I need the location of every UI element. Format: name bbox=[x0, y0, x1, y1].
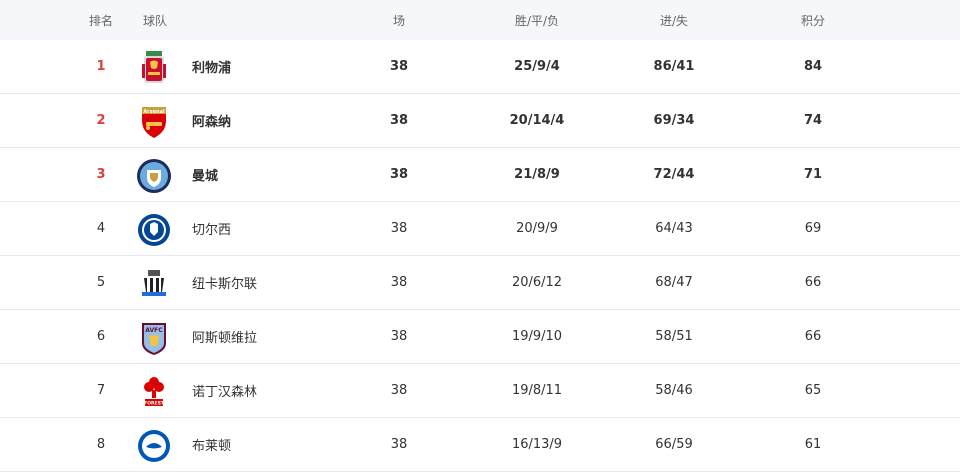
manchester-city-crest-icon bbox=[136, 158, 172, 194]
table-row[interactable]: 7 FOREST 诺丁汉森林 38 19/8/11 58/46 65 bbox=[0, 364, 960, 418]
team-name[interactable]: 阿森纳 bbox=[192, 115, 232, 130]
aston-villa-crest-icon: AVFC bbox=[136, 320, 172, 356]
team-name[interactable]: 切尔西 bbox=[192, 223, 232, 238]
rank-cell: 4 bbox=[96, 221, 106, 236]
goals-cell: 64/43 bbox=[655, 221, 693, 236]
header-points: 积分 bbox=[800, 13, 825, 28]
points-cell: 66 bbox=[804, 329, 822, 344]
rank-cell: 1 bbox=[96, 59, 106, 74]
points-cell: 61 bbox=[804, 437, 822, 452]
played-cell: 38 bbox=[390, 275, 408, 290]
table-header: 排名 球队 场 胜/平/负 进/失 积分 bbox=[0, 0, 960, 40]
header-rank: 排名 bbox=[88, 13, 113, 28]
newcastle-crest-icon bbox=[136, 266, 172, 302]
table-row[interactable]: 8 布莱顿 38 16/13/9 66/59 61 bbox=[0, 418, 960, 472]
goals-cell: 68/47 bbox=[655, 275, 693, 290]
wdl-cell: 19/8/11 bbox=[511, 383, 563, 398]
team-name[interactable]: 纽卡斯尔联 bbox=[192, 277, 258, 292]
table-row[interactable]: 6 AVFC 阿斯顿维拉 38 19/9/10 58/51 66 bbox=[0, 310, 960, 364]
arsenal-crest-icon: Arsenal bbox=[136, 104, 172, 140]
wdl-cell: 19/9/10 bbox=[511, 329, 563, 344]
points-cell: 69 bbox=[804, 221, 822, 236]
brighton-crest-icon bbox=[136, 428, 172, 464]
played-cell: 38 bbox=[389, 59, 409, 74]
goals-cell: 58/51 bbox=[655, 329, 693, 344]
goals-cell: 86/41 bbox=[653, 59, 695, 74]
rank-cell: 8 bbox=[96, 437, 106, 452]
wdl-cell: 20/14/4 bbox=[509, 113, 565, 128]
nottingham-forest-crest-icon: FOREST bbox=[136, 374, 172, 410]
played-cell: 38 bbox=[390, 329, 408, 344]
points-cell: 65 bbox=[804, 383, 822, 398]
liverpool-crest-icon bbox=[136, 50, 172, 86]
wdl-cell: 16/13/9 bbox=[511, 437, 563, 452]
rank-cell: 6 bbox=[96, 329, 106, 344]
rank-cell: 2 bbox=[96, 113, 106, 128]
rank-cell: 5 bbox=[96, 275, 106, 290]
played-cell: 38 bbox=[389, 113, 409, 128]
goals-cell: 66/59 bbox=[655, 437, 693, 452]
table-row[interactable]: 2 Arsenal 阿森纳 38 20/14/4 69/34 74 bbox=[0, 94, 960, 148]
table-row[interactable]: 4 切尔西 38 20/9/9 64/43 69 bbox=[0, 202, 960, 256]
chelsea-crest-icon bbox=[136, 212, 172, 248]
points-cell: 84 bbox=[803, 59, 823, 74]
played-cell: 38 bbox=[390, 383, 408, 398]
header-played: 场 bbox=[392, 13, 405, 28]
team-name[interactable]: 阿斯顿维拉 bbox=[192, 331, 258, 346]
header-wdl: 胜/平/负 bbox=[514, 13, 560, 28]
wdl-cell: 20/9/9 bbox=[516, 221, 558, 236]
header-goals: 进/失 bbox=[659, 13, 689, 28]
svg-text:FOREST: FOREST bbox=[144, 401, 165, 407]
wdl-cell: 25/9/4 bbox=[514, 59, 560, 74]
wdl-cell: 20/6/12 bbox=[511, 275, 563, 290]
goals-cell: 69/34 bbox=[653, 113, 695, 128]
wdl-cell: 21/8/9 bbox=[514, 167, 560, 182]
svg-text:Arsenal: Arsenal bbox=[143, 109, 165, 115]
goals-cell: 72/44 bbox=[653, 167, 695, 182]
points-cell: 74 bbox=[803, 113, 823, 128]
table-row[interactable]: 1 利物浦 38 25/9/4 86/41 84 bbox=[0, 40, 960, 94]
points-cell: 66 bbox=[804, 275, 822, 290]
played-cell: 38 bbox=[390, 221, 408, 236]
header-team: 球队 bbox=[143, 13, 168, 28]
goals-cell: 58/46 bbox=[655, 383, 693, 398]
team-name[interactable]: 曼城 bbox=[192, 169, 219, 184]
team-name[interactable]: 布莱顿 bbox=[192, 439, 232, 454]
rank-cell: 7 bbox=[96, 383, 106, 398]
team-name[interactable]: 利物浦 bbox=[192, 61, 232, 76]
table-row[interactable]: 3 曼城 38 21/8/9 72/44 71 bbox=[0, 148, 960, 202]
team-name[interactable]: 诺丁汉森林 bbox=[192, 385, 258, 400]
rank-cell: 3 bbox=[96, 167, 106, 182]
table-row[interactable]: 5 纽卡斯尔联 38 20/6/12 68/47 66 bbox=[0, 256, 960, 310]
played-cell: 38 bbox=[390, 437, 408, 452]
svg-text:AVFC: AVFC bbox=[145, 327, 163, 334]
points-cell: 71 bbox=[803, 167, 823, 182]
played-cell: 38 bbox=[389, 167, 409, 182]
